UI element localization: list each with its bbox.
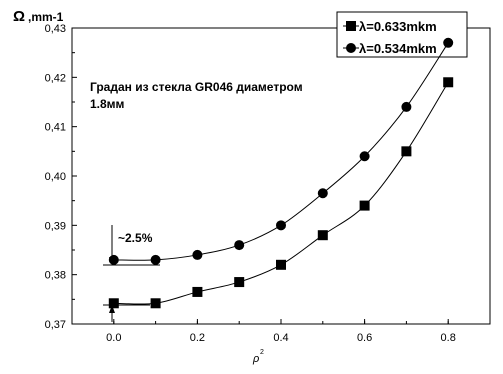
- data-point-circle: [317, 188, 328, 199]
- chart-annotation: Градан из стекла GR046 диаметром: [90, 80, 303, 94]
- chart-annotation-line2: 1.8мм: [90, 97, 125, 111]
- data-point-circle: [234, 240, 245, 251]
- data-point-square: [359, 200, 370, 211]
- legend: λ=0.633mkm λ=0.534mkm: [336, 11, 468, 58]
- data-point-square: [192, 286, 203, 297]
- y-tick-label: 0,39: [45, 220, 66, 232]
- legend-label-series-2: λ=0.534mkm: [359, 41, 437, 56]
- data-point-circle: [401, 101, 412, 112]
- data-point-circle: [192, 249, 203, 260]
- data-point-square: [150, 298, 161, 309]
- data-point-circle: [150, 254, 161, 265]
- data-point-circle: [359, 151, 370, 162]
- y-axis-label: ,mm-1: [28, 10, 64, 24]
- data-point-circle: [108, 254, 119, 265]
- x-tick-label: 0.8: [441, 332, 456, 344]
- y-tick-label: 0,38: [45, 270, 66, 282]
- x-axis-label-superscript: 2: [260, 349, 264, 356]
- y-tick-label: 0,43: [45, 23, 66, 35]
- y-tick-label: 0,37: [45, 319, 66, 331]
- x-tick-label: 0.4: [273, 332, 288, 344]
- legend-marker-square: [346, 21, 356, 31]
- x-axis-label: ρ: [252, 353, 259, 365]
- x-tick-label: 0.2: [190, 332, 205, 344]
- legend-marker-circle: [346, 43, 356, 53]
- legend-label-series-1: λ=0.633mkm: [359, 19, 437, 34]
- data-point-circle: [276, 220, 286, 231]
- y-tick-label: 0,41: [45, 122, 66, 134]
- x-tick-label: 0.6: [357, 332, 372, 344]
- x-tick-label: 0.0: [106, 332, 121, 344]
- series-line-1: [113, 82, 449, 305]
- difference-label: ~2.5%: [118, 231, 153, 245]
- y-tick-label: 0,40: [45, 171, 66, 183]
- plot-area: [71, 27, 491, 325]
- data-point-circle: [443, 37, 454, 48]
- data-point-square: [276, 259, 286, 270]
- y-tick-label: 0,42: [45, 72, 66, 84]
- data-point-square: [401, 146, 412, 157]
- data-point-square: [108, 298, 119, 309]
- data-point-square: [317, 230, 328, 241]
- legend-box: [336, 11, 468, 58]
- data-point-square: [234, 277, 245, 288]
- data-point-square: [443, 77, 454, 88]
- y-axis-symbol: Ω: [13, 8, 25, 25]
